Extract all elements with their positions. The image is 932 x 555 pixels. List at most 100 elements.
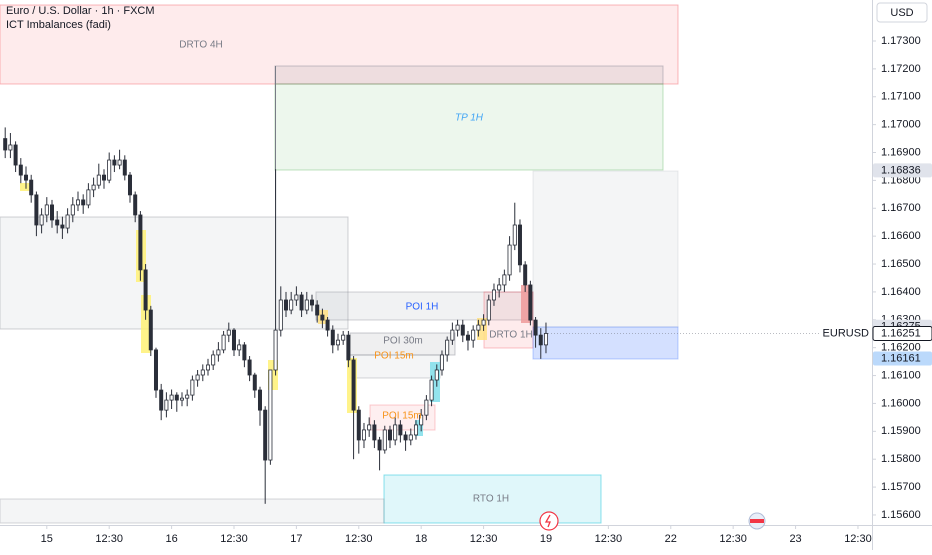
x-tick-label: 12:30 <box>719 533 747 545</box>
drawing-label: TP 1H <box>455 113 484 124</box>
candle-body <box>138 214 143 271</box>
y-tick-label: 1.16900 <box>881 146 921 158</box>
candle-body <box>211 354 216 366</box>
candle-body <box>382 429 387 451</box>
candle-body <box>476 324 481 331</box>
candle-body <box>315 304 320 316</box>
zone-box <box>274 65 664 85</box>
candle-body <box>523 264 528 286</box>
candle-body <box>408 434 413 441</box>
y-tick-label: 1.17300 <box>881 35 921 47</box>
candle-body <box>18 164 23 176</box>
candle-body <box>538 334 543 346</box>
candle-body <box>460 324 465 336</box>
candle-body <box>257 389 262 411</box>
zone-box <box>0 216 349 330</box>
x-tick-label: 12:30 <box>595 533 623 545</box>
candle-body <box>200 369 205 376</box>
candle-body <box>143 269 148 311</box>
imbalance-highlight <box>415 420 423 436</box>
candle-body <box>91 184 96 191</box>
candle-body <box>543 333 548 346</box>
y-tick-label: 1.17200 <box>881 63 921 75</box>
candle-body <box>107 159 112 181</box>
symbol-label: EURUSD <box>823 327 870 339</box>
candle-body <box>465 334 470 341</box>
zone-box <box>315 291 534 321</box>
candle-body <box>320 314 325 321</box>
candle-body <box>133 194 138 216</box>
imbalance-highlight <box>268 360 278 390</box>
candle-body <box>122 159 127 176</box>
candle-body <box>112 159 117 166</box>
candle-body <box>148 309 153 351</box>
candle-body <box>335 339 340 346</box>
candle-body <box>528 284 533 321</box>
candle-body <box>486 299 491 321</box>
candle-body <box>169 394 174 401</box>
zone-box <box>383 474 602 524</box>
candle-body <box>341 334 346 341</box>
candle-body <box>247 359 252 376</box>
event-icon[interactable] <box>539 511 559 531</box>
candle-body <box>34 194 39 226</box>
candle-body <box>356 409 361 441</box>
candle-body <box>3 138 8 151</box>
x-tick-label: 17 <box>290 533 302 545</box>
drawing-label: POI 15m <box>382 411 421 422</box>
candle-body <box>231 329 236 351</box>
candle-body <box>304 299 309 311</box>
currency-label[interactable]: USD <box>890 7 913 19</box>
x-tick-label: 12:30 <box>95 533 123 545</box>
drawing-label: DRTO 4H <box>179 40 223 51</box>
zone-box <box>532 170 679 328</box>
candle-body <box>195 374 200 381</box>
candle-body <box>398 424 403 436</box>
candle-body <box>226 329 231 336</box>
candle-body <box>445 339 450 356</box>
candle-body <box>23 174 28 181</box>
candle-body <box>294 294 299 301</box>
y-tick-label: 1.15900 <box>881 425 921 437</box>
price-marker <box>873 351 932 366</box>
axes: 1.17300 1.17200 1.17100 1.17000 1.16900 1.168… <box>41 35 932 545</box>
drawing-labels: DRTO 4H TP 1H POI 1H DRTO 1H POI 30m POI 15m P… <box>179 40 533 505</box>
y-tick-label: 1.17000 <box>881 119 921 131</box>
x-tick-label: 12:30 <box>470 533 498 545</box>
candle-body <box>190 379 195 396</box>
candle-body <box>237 344 242 351</box>
y-tick-label: 1.17100 <box>881 91 921 103</box>
candle-body <box>481 319 486 326</box>
price-marker-label: 1.16251 <box>881 327 921 339</box>
drawing-label: DRTO 1H <box>489 330 533 341</box>
x-tick-label: 18 <box>415 533 427 545</box>
zone-box <box>532 326 679 360</box>
candle-body <box>507 244 512 276</box>
candle-body <box>60 224 65 229</box>
candles <box>3 127 548 504</box>
candle-body <box>65 214 70 229</box>
price-marker-label: 1.16161 <box>881 352 921 364</box>
candle-body <box>424 399 429 416</box>
candle-body <box>75 199 80 206</box>
flag-icon-stripe <box>750 519 764 523</box>
candle-body <box>403 434 408 441</box>
x-tick-label: 19 <box>540 533 552 545</box>
candle-body <box>127 174 132 196</box>
currency-button[interactable] <box>876 2 928 23</box>
candle-body <box>361 429 366 441</box>
candle-body <box>268 369 273 461</box>
candle-body <box>205 364 210 371</box>
price-marker <box>873 163 932 178</box>
y-tick-label: 1.16500 <box>881 258 921 270</box>
candle-body <box>273 329 278 371</box>
x-tick-label: 23 <box>789 533 801 545</box>
candle-body <box>377 439 382 451</box>
candle-body <box>387 429 392 441</box>
candle-body <box>450 329 455 341</box>
candle-body <box>393 424 398 441</box>
candle-body <box>330 329 335 346</box>
candle-body <box>372 424 377 441</box>
